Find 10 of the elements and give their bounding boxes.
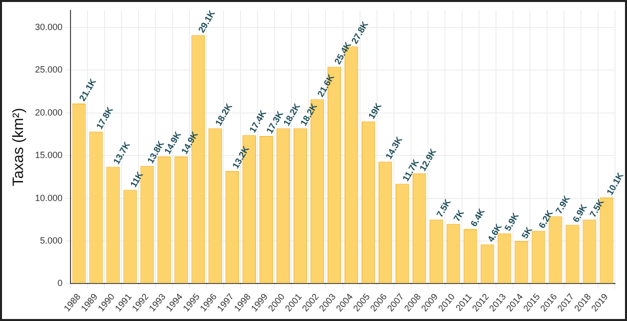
y-tick-label: 10.000 <box>34 192 63 203</box>
y-tick-label: 30.000 <box>34 22 63 32</box>
y-tick-label: 20.000 <box>34 107 63 118</box>
y-axis-title: Taxas (km²) <box>10 108 28 186</box>
y-tick-label: 0 <box>58 278 63 288</box>
y-tick-label: 15.000 <box>34 150 63 160</box>
data-label: 7K <box>452 208 466 224</box>
data-label: 5K <box>520 224 534 240</box>
y-tick-label: 5.000 <box>40 236 63 246</box>
y-tick-label: 25.000 <box>34 64 63 75</box>
